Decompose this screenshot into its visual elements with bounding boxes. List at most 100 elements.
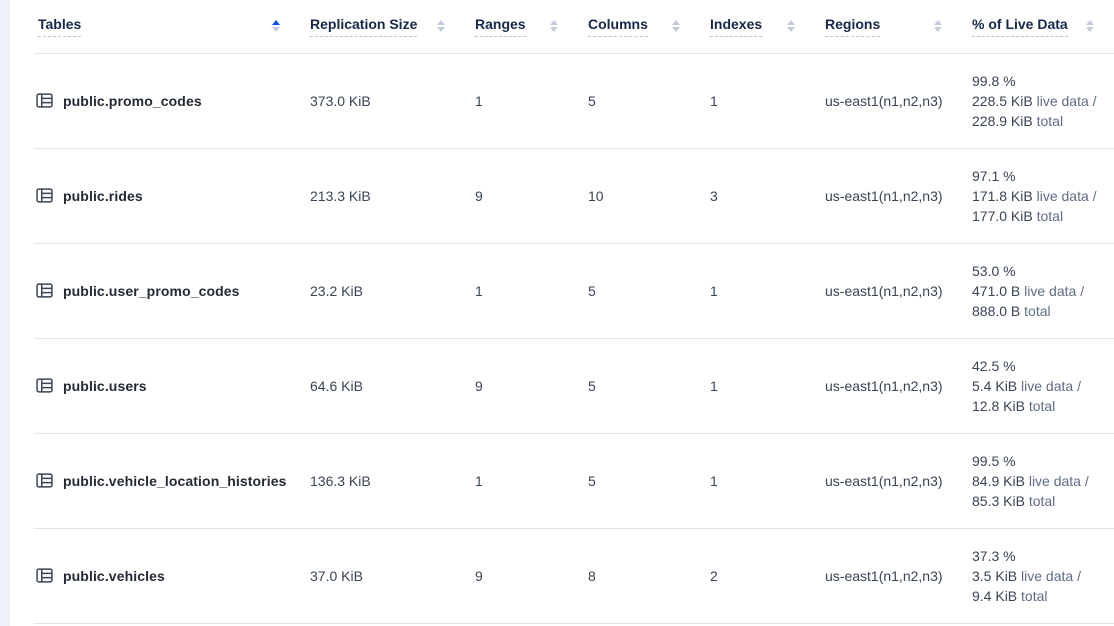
live-suffix: live data /	[1024, 282, 1085, 299]
table-row: public.vehicle_location_histories 136.3 …	[34, 433, 1114, 529]
sort-icon[interactable]	[437, 20, 445, 33]
live-data-cell: 99.8 % 228.5 KiB live data / 228.9 KiB t…	[962, 53, 1114, 149]
live-percent: 99.8 %	[972, 72, 1016, 89]
column-header-indexes[interactable]: Indexes	[700, 0, 815, 54]
column-header-ranges[interactable]: Ranges	[465, 0, 578, 54]
table-row: public.promo_codes 373.0 KiB 1 5 1 us-ea…	[34, 53, 1114, 149]
regions-cell: us-east1(n1,n2,n3)	[815, 338, 962, 434]
indexes-cell: 3	[700, 148, 815, 244]
live-data-cell: 37.3 % 3.5 KiB live data / 9.4 KiB total	[962, 528, 1114, 624]
live-suffix: live data /	[1021, 567, 1081, 584]
live-data-cell: 97.1 % 171.8 KiB live data / 177.0 KiB t…	[962, 148, 1114, 244]
table-icon	[36, 187, 53, 204]
table-icon	[36, 472, 53, 489]
column-header-regions[interactable]: Regions	[815, 0, 962, 54]
live-data-cell: 42.5 % 5.4 KiB live data / 12.8 KiB tota…	[962, 338, 1114, 434]
table-name-link[interactable]: public.users	[63, 377, 147, 394]
columns-cell: 5	[578, 338, 700, 434]
table-icon	[36, 567, 53, 584]
ranges-cell: 1	[465, 433, 578, 529]
regions-cell: us-east1(n1,n2,n3)	[815, 433, 962, 529]
ranges-cell: 1	[465, 243, 578, 339]
total-suffix: total	[1028, 492, 1056, 509]
ranges-cell: 1	[465, 53, 578, 149]
total-suffix: total	[1024, 302, 1051, 319]
live-size: 5.4 KiB	[972, 377, 1018, 394]
column-label: Regions	[825, 16, 881, 37]
live-suffix: live data /	[1028, 472, 1089, 489]
indexes-cell: 1	[700, 433, 815, 529]
replication-size-cell: 64.6 KiB	[300, 338, 465, 434]
column-label: Ranges	[475, 16, 526, 37]
column-label: Columns	[588, 16, 648, 37]
replication-size-cell: 136.3 KiB	[300, 433, 465, 529]
column-header-replication-size[interactable]: Replication Size	[300, 0, 465, 54]
total-suffix: total	[1036, 207, 1064, 224]
live-suffix: live data /	[1036, 92, 1097, 109]
live-suffix: live data /	[1036, 187, 1097, 204]
live-percent: 99.5 %	[972, 452, 1016, 469]
sort-icon[interactable]	[934, 20, 942, 33]
regions-cell: us-east1(n1,n2,n3)	[815, 243, 962, 339]
total-size: 888.0 B	[972, 302, 1021, 319]
total-size: 12.8 KiB	[972, 397, 1025, 414]
column-label: % of Live Data	[972, 16, 1068, 37]
total-size: 9.4 KiB	[972, 587, 1018, 604]
live-size: 471.0 B	[972, 282, 1021, 299]
sort-icon[interactable]	[787, 20, 795, 33]
ranges-cell: 9	[465, 528, 578, 624]
column-header-columns[interactable]: Columns	[578, 0, 700, 54]
total-size: 177.0 KiB	[972, 207, 1033, 224]
table-icon	[36, 282, 53, 299]
live-percent: 42.5 %	[972, 357, 1016, 374]
table-row: public.user_promo_codes 23.2 KiB 1 5 1 u…	[34, 243, 1114, 339]
column-label: Replication Size	[310, 16, 418, 37]
columns-cell: 5	[578, 433, 700, 529]
live-size: 228.5 KiB	[972, 92, 1033, 109]
live-data-cell: 53.0 % 471.0 B live data / 888.0 B total	[962, 243, 1114, 339]
table-row: public.users 64.6 KiB 9 5 1 us-east1(n1,…	[34, 338, 1114, 434]
column-header-of-live-data[interactable]: % of Live Data	[962, 0, 1114, 54]
indexes-cell: 2	[700, 528, 815, 624]
column-header-tables[interactable]: Tables	[34, 0, 300, 54]
database-tables-table: Tables Replication Size Ranges Columns Index…	[34, 0, 1114, 624]
replication-size-cell: 213.3 KiB	[300, 148, 465, 244]
ranges-cell: 9	[465, 338, 578, 434]
table-name-link[interactable]: public.promo_codes	[63, 92, 202, 109]
live-percent: 53.0 %	[972, 262, 1016, 279]
columns-cell: 5	[578, 243, 700, 339]
column-label: Indexes	[710, 16, 763, 37]
live-suffix: live data /	[1021, 377, 1081, 394]
table-icon	[36, 92, 53, 109]
live-data-cell: 99.5 % 84.9 KiB live data / 85.3 KiB tot…	[962, 433, 1114, 529]
sort-icon[interactable]	[550, 20, 558, 33]
sort-icon[interactable]	[1086, 20, 1094, 33]
live-percent: 97.1 %	[972, 167, 1016, 184]
total-size: 85.3 KiB	[972, 492, 1025, 509]
replication-size-cell: 23.2 KiB	[300, 243, 465, 339]
indexes-cell: 1	[700, 53, 815, 149]
indexes-cell: 1	[700, 243, 815, 339]
ranges-cell: 9	[465, 148, 578, 244]
table-header: Tables Replication Size Ranges Columns Index…	[34, 0, 1114, 54]
total-suffix: total	[1036, 112, 1064, 129]
sort-icon[interactable]	[672, 20, 680, 33]
live-size: 3.5 KiB	[972, 567, 1018, 584]
columns-cell: 10	[578, 148, 700, 244]
column-label: Tables	[38, 16, 82, 37]
table-name-link[interactable]: public.rides	[63, 187, 143, 204]
columns-cell: 8	[578, 528, 700, 624]
table-icon	[36, 377, 53, 394]
table-name-link[interactable]: public.vehicle_location_histories	[63, 472, 287, 489]
sort-ascending-icon[interactable]	[272, 20, 280, 33]
replication-size-cell: 37.0 KiB	[300, 528, 465, 624]
live-size: 171.8 KiB	[972, 187, 1033, 204]
table-name-link[interactable]: public.vehicles	[63, 567, 165, 584]
total-suffix: total	[1021, 587, 1048, 604]
live-percent: 37.3 %	[972, 547, 1016, 564]
regions-cell: us-east1(n1,n2,n3)	[815, 53, 962, 149]
tables-list-page: Tables Replication Size Ranges Columns Index…	[10, 0, 1114, 626]
columns-cell: 5	[578, 53, 700, 149]
table-name-link[interactable]: public.user_promo_codes	[63, 282, 240, 299]
indexes-cell: 1	[700, 338, 815, 434]
